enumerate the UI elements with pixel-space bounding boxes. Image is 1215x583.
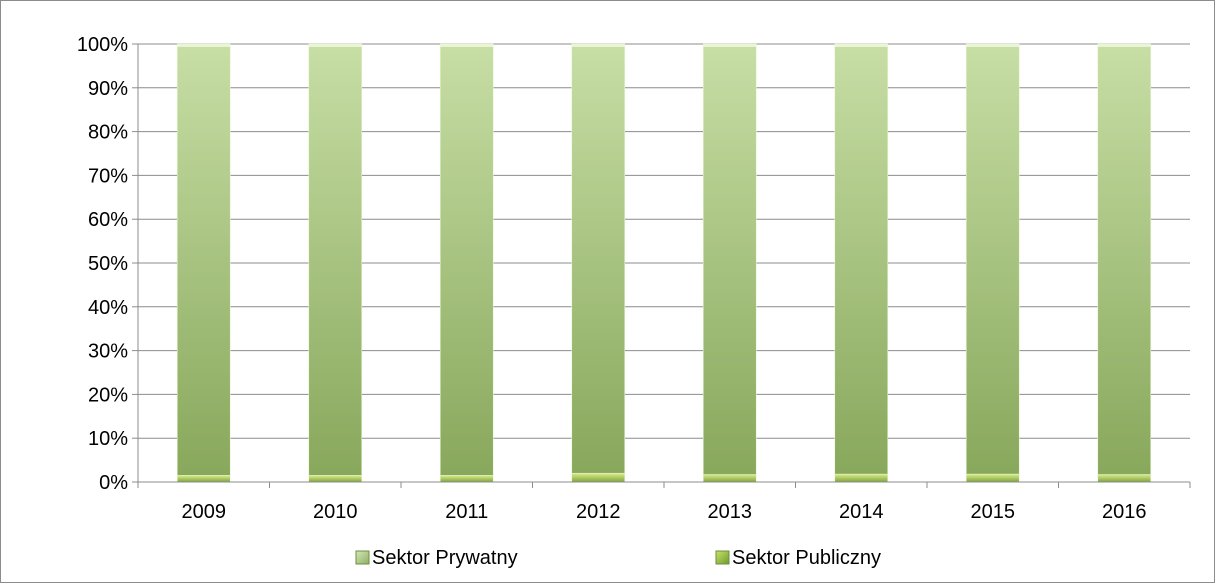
y-tick-label: 10%: [88, 428, 128, 450]
bar-top-cap: [1097, 44, 1151, 47]
bars: [176, 43, 1152, 483]
y-tick-label: 20%: [88, 384, 128, 406]
x-tick-label: 2014: [839, 501, 884, 523]
y-tick-label: 80%: [88, 122, 128, 144]
bar-top-cap: [177, 44, 231, 47]
bar-sektor-publiczny-2010: [308, 475, 363, 483]
x-axis-ticks: 2009 2010 2011 2012 2013 2014 2015 2016: [137, 482, 1191, 523]
legend: Sektor Prywatny Sektor Publiczny: [355, 547, 881, 569]
y-tick-label: 60%: [88, 209, 128, 231]
bar-top-cap: [966, 44, 1020, 47]
y-tick-label: 100%: [77, 34, 128, 56]
bar-sektor-prywatny-2013: [702, 43, 757, 475]
x-tick-label: 2010: [313, 501, 358, 523]
legend-label: Sektor Publiczny: [732, 547, 881, 569]
y-axis-ticks: 0% 10% 20% 30% 40% 50% 60% 70% 80% 90% 100%: [77, 34, 138, 494]
legend-item: Sektor Prywatny: [355, 547, 518, 569]
x-tick-label: 2009: [182, 501, 227, 523]
y-tick-label: 40%: [88, 297, 128, 319]
x-tick-label: 2016: [1102, 501, 1147, 523]
bar-sektor-prywatny-2012: [571, 43, 626, 474]
y-tick-label: 0%: [99, 472, 128, 494]
bar-sektor-publiczny-2014: [834, 473, 889, 483]
x-tick-label: 2013: [708, 501, 753, 523]
bar-sektor-publiczny-2011: [439, 475, 494, 483]
legend-item: Sektor Publiczny: [715, 547, 881, 569]
y-tick-label: 70%: [88, 165, 128, 187]
bar-top-cap: [703, 44, 757, 47]
bar-sektor-prywatny-2016: [1097, 43, 1152, 475]
bar-sektor-publiczny-2016: [1097, 474, 1152, 483]
legend-swatch: [355, 550, 370, 565]
x-tick-label: 2012: [576, 501, 621, 523]
y-tick-label: 30%: [88, 341, 128, 363]
bar-sektor-prywatny-2015: [965, 43, 1020, 475]
bar-sektor-publiczny-2009: [176, 475, 231, 483]
bar-top-cap: [308, 44, 362, 47]
bar-sektor-prywatny-2010: [308, 43, 363, 476]
bar-top-cap: [440, 44, 494, 47]
bar-sektor-publiczny-2012: [571, 472, 626, 483]
x-tick-label: 2015: [971, 501, 1016, 523]
y-tick-label: 90%: [88, 78, 128, 100]
bar-top-cap: [571, 44, 625, 47]
bar-top-cap: [834, 44, 888, 47]
legend-swatch: [715, 550, 730, 565]
y-tick-label: 50%: [88, 253, 128, 275]
x-tick-label: 2011: [445, 501, 488, 523]
legend-label: Sektor Prywatny: [372, 547, 518, 569]
bar-sektor-publiczny-2013: [702, 474, 757, 483]
bar-sektor-prywatny-2014: [834, 43, 889, 475]
gridlines: [138, 43, 1190, 439]
bar-sektor-prywatny-2011: [439, 43, 494, 476]
bar-sektor-prywatny-2009: [176, 43, 231, 476]
bar-sektor-publiczny-2015: [965, 473, 1020, 483]
